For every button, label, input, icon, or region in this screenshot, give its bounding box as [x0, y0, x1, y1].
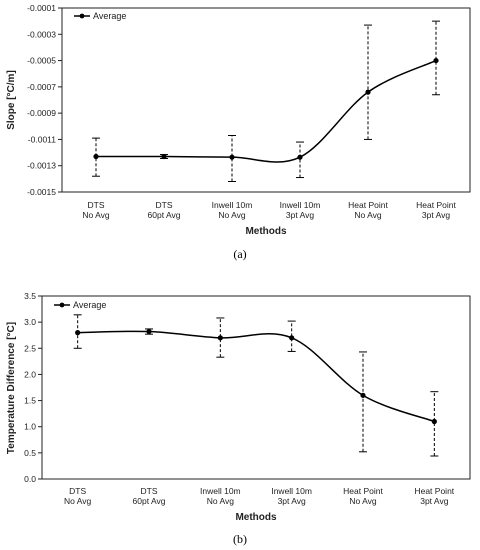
x-axis-title-a: Methods — [245, 226, 287, 237]
x-tick-label-b: Heat Point — [343, 486, 383, 496]
x-tick-label-b: DTS — [69, 486, 86, 496]
plot-area-b — [41, 295, 471, 480]
y-tick-label-a: -0.0001 — [27, 3, 56, 13]
chart-a: -0.0001 -0.0003 -0.0005 -0.0007 -0.0009 -0.00… — [6, 3, 471, 261]
data-point-a — [297, 154, 303, 160]
plot-area-a — [61, 7, 471, 193]
x-tick-label-a: Heat Point — [416, 200, 456, 210]
data-point-b — [75, 330, 81, 336]
y-tick-label-b: 2.0 — [24, 369, 36, 379]
x-tick-label-a: Inwell 10m — [212, 200, 253, 210]
panel-label-b: (b) — [233, 532, 247, 546]
x-tick-label-b: DTS — [141, 486, 158, 496]
x-tick-label-a: 3pt Avg — [422, 210, 450, 220]
y-tick-label-a: -0.0009 — [27, 108, 56, 118]
x-tick-label-b: No Avg — [207, 496, 235, 506]
data-points-b — [75, 328, 437, 425]
x-tick-label-a: 3pt Avg — [286, 210, 314, 220]
data-point-a — [93, 153, 99, 160]
x-tick-label-a: No Avg — [354, 210, 382, 220]
legend-marker-a — [79, 13, 85, 19]
y-tick-label-a: -0.0003 — [27, 29, 56, 39]
x-tick-label-b: 60pt Avg — [133, 496, 166, 506]
y-tick-label-b: 0.0 — [24, 474, 36, 484]
data-point-b — [360, 392, 366, 398]
y-tick-label-b: 0.5 — [24, 448, 36, 458]
x-tick-label-b: No Avg — [349, 496, 377, 506]
y-tick-label-a: -0.0013 — [27, 161, 56, 171]
data-points-a — [93, 57, 439, 160]
x-tick-label-a: DTS — [156, 200, 173, 210]
data-point-b — [217, 335, 223, 341]
series-line-a — [95, 59, 437, 163]
x-tick-label-b: Inwell 10m — [271, 486, 312, 496]
y-tick-label-a: -0.0015 — [27, 187, 56, 197]
x-tick-label-a: No Avg — [218, 210, 246, 220]
y-tick-label-b: 2.5 — [24, 343, 36, 353]
legend-label-b: Average — [73, 300, 106, 310]
x-tick-label-b: Inwell 10m — [200, 486, 241, 496]
data-point-a — [433, 57, 439, 64]
series-line-b — [77, 330, 435, 423]
error-bars-b — [73, 314, 439, 457]
y-tick-label-a: -0.0005 — [27, 56, 56, 66]
x-tick-label-a: 60pt Avg — [148, 210, 181, 220]
y-axis-title-b: Temperature Difference [°C] — [6, 322, 17, 454]
x-tick-label-b: 3pt Avg — [278, 496, 306, 506]
y-tick-label-b: 1.5 — [24, 396, 36, 406]
legend-a: Average — [74, 11, 126, 21]
x-tick-label-b: 3pt Avg — [420, 496, 448, 506]
y-tick-label-b: 3.5 — [24, 291, 36, 301]
data-point-a — [229, 154, 235, 160]
panel-label-a: (a) — [233, 247, 246, 261]
error-bars-a — [92, 20, 440, 182]
y-axis-title-a: Slope [°C/m] — [6, 70, 17, 130]
data-point-b — [431, 418, 437, 425]
y-axis-a: -0.0001 -0.0003 -0.0005 -0.0007 -0.0009 -0.00… — [27, 3, 62, 197]
x-axis-title-b: Methods — [235, 512, 277, 523]
x-tick-label-a: Inwell 10m — [280, 200, 321, 210]
y-axis-b: 0.0 0.5 1.0 1.5 2.0 2.5 3.0 3.5 — [24, 291, 42, 484]
x-tick-label-b: Heat Point — [414, 486, 454, 496]
legend-marker-b — [59, 302, 65, 308]
y-tick-label-a: -0.0011 — [28, 134, 56, 144]
x-tick-label-b: No Avg — [64, 496, 92, 506]
data-point-a — [161, 153, 167, 160]
legend-b: Average — [54, 300, 106, 310]
x-tick-label-a: No Avg — [82, 210, 110, 220]
y-tick-label-b: 1.0 — [24, 422, 36, 432]
x-tick-label-a: Heat Point — [348, 200, 388, 210]
data-point-a — [365, 89, 371, 95]
y-tick-label-a: -0.0007 — [27, 82, 56, 92]
data-point-b — [289, 335, 295, 341]
legend-label-a: Average — [93, 11, 126, 21]
y-tick-label-b: 3.0 — [24, 317, 36, 327]
x-tick-label-a: DTS — [88, 200, 105, 210]
data-point-b — [146, 328, 152, 335]
